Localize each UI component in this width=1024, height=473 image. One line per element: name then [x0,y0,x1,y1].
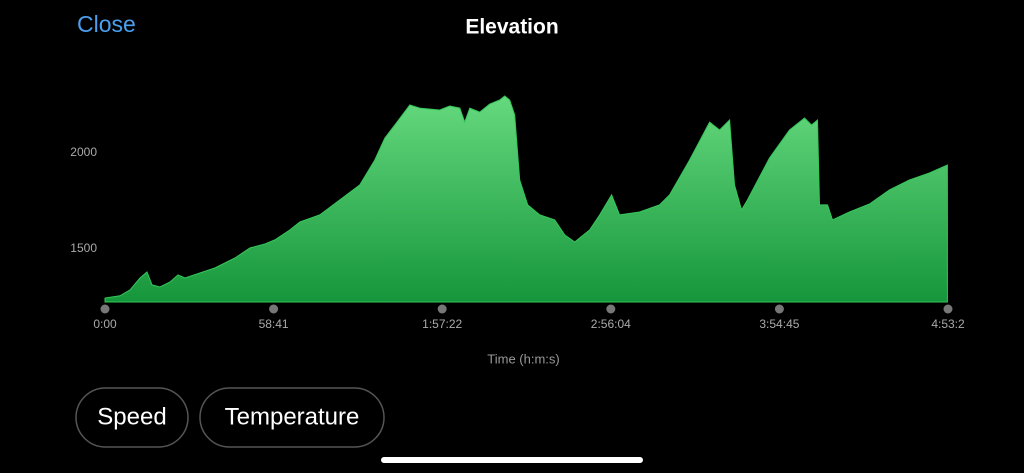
x-axis-title: Time (h:m:s) [487,351,559,366]
x-tick-label: 3:54:45 [759,317,799,331]
speed-label: Speed [97,403,166,430]
screen-title: Elevation [465,16,558,39]
x-tick-dot [943,304,953,314]
elevation-area [104,95,948,303]
home-indicator [381,457,643,463]
y-tick-label: 2000 [70,145,97,159]
x-tick-dot [269,304,279,314]
y-tick-label: 1500 [70,241,97,255]
x-tick-dot [606,304,616,314]
x-tick-label: 58:41 [259,317,289,331]
x-tick-dot [437,304,447,314]
x-tick-label: 2:56:04 [591,317,631,331]
temperature-label: Temperature [225,403,360,430]
temperature-button[interactable] [199,387,385,448]
x-tick-label: 1:57:22 [422,317,462,331]
x-tick-label: 4:53:2 [931,317,965,331]
x-tick-dot [774,304,784,314]
speed-button[interactable] [75,387,189,448]
x-tick-label: 0:00 [93,317,117,331]
x-tick-dot [100,304,110,314]
close-button[interactable]: Close [77,11,136,37]
